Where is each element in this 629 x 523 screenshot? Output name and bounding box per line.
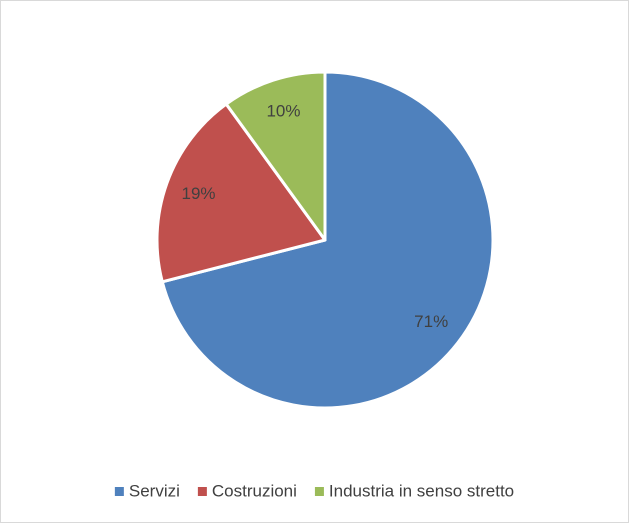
data-label: 10%: [266, 102, 300, 121]
data-label: 19%: [182, 184, 216, 203]
legend-label: Costruzioni: [212, 481, 297, 500]
legend: Servizi Costruzioni Industria in senso str…: [114, 481, 514, 500]
data-label: 71%: [414, 312, 448, 331]
pie-slice: [224, 70, 327, 242]
legend-marker: [114, 487, 124, 496]
legend-marker: [197, 487, 207, 496]
legend-label: Servizi: [129, 481, 180, 500]
legend-marker: [314, 487, 324, 496]
pie-slice: [160, 70, 495, 410]
pie: 71% 19% 10%: [155, 70, 495, 410]
legend-label: Industria in senso stretto: [329, 481, 514, 500]
pie-slice: [155, 102, 327, 284]
